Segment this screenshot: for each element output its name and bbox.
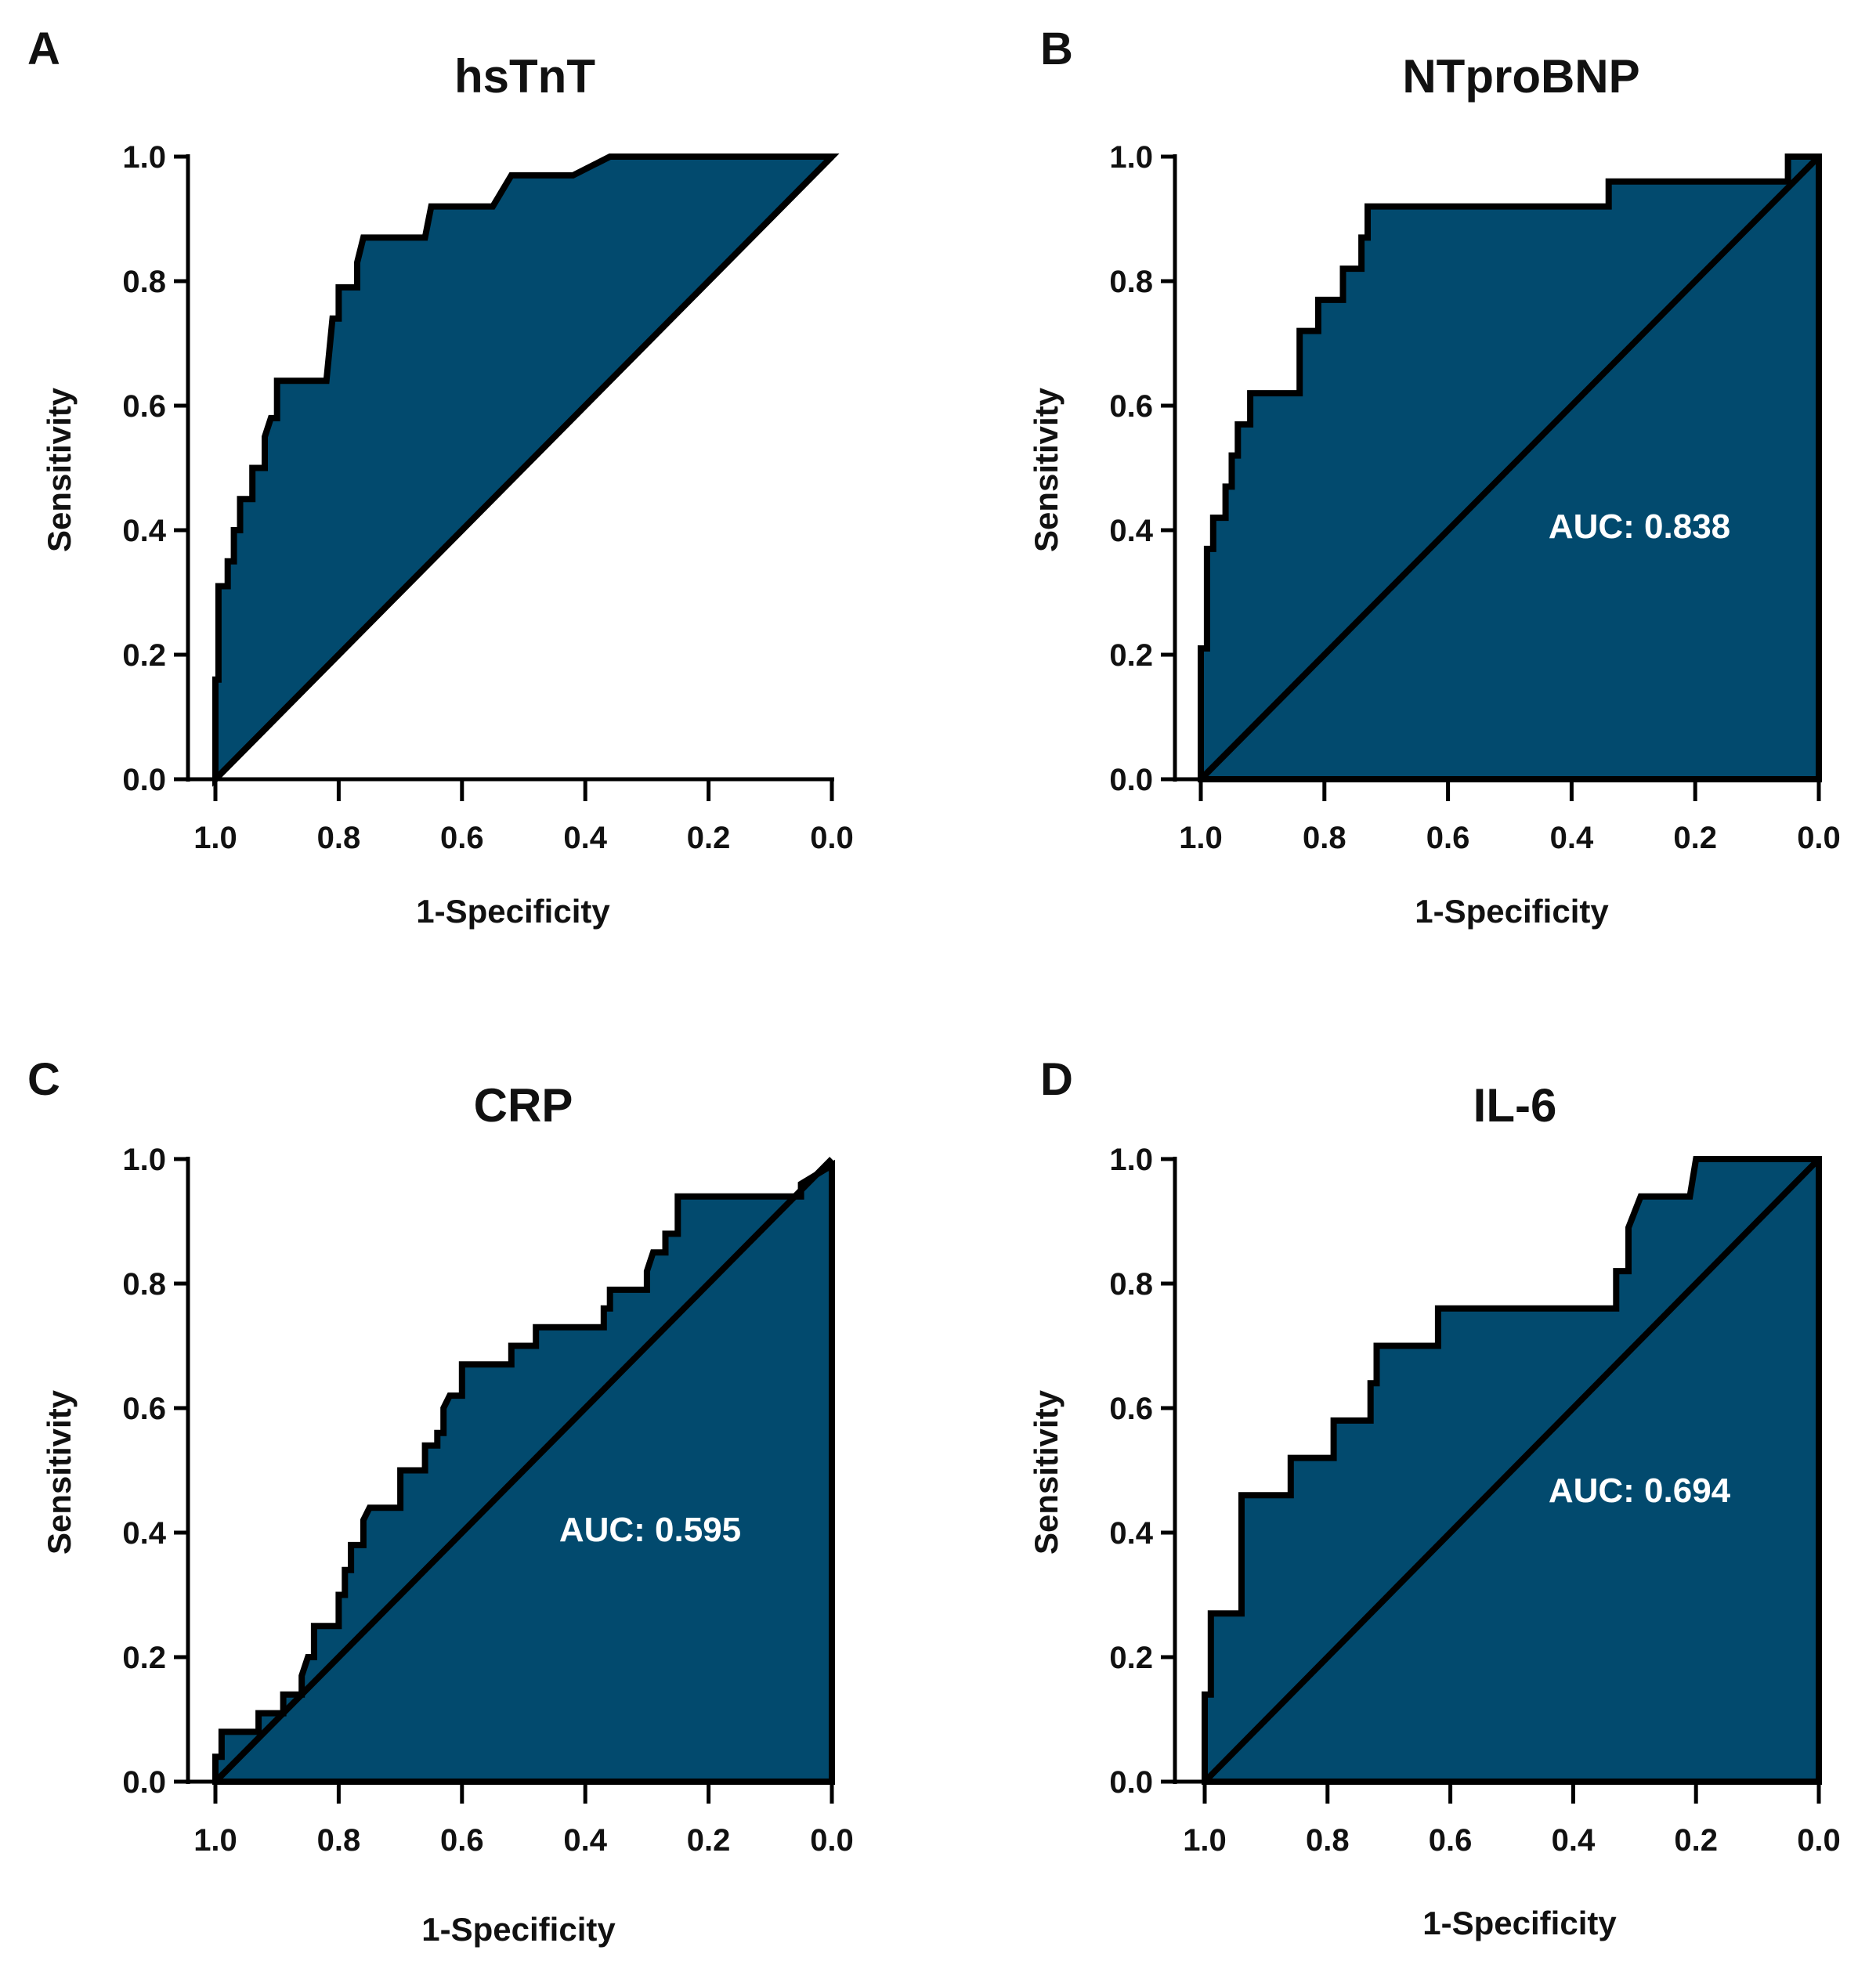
x-tick-label: 0.2 [687, 821, 731, 855]
y-axis-label: Sensitivity [1028, 1389, 1065, 1555]
x-axis-label: 1-Specificity [1415, 893, 1609, 930]
y-tick-label: 0.2 [1109, 638, 1153, 673]
y-tick-label: 0.6 [1109, 389, 1153, 424]
x-tick-label: 0.4 [1552, 1823, 1596, 1858]
x-tick-label: 0.0 [810, 1823, 854, 1858]
plot-area: 0.0 0.2 0.4 0.6 0.8 1.0 1.0 0.8 0.6 0.4 0.2 0.0 [122, 1143, 853, 1858]
y-tick-label: 0.6 [1109, 1392, 1153, 1426]
x-axis-label: 1-Specificity [1422, 1905, 1617, 1941]
y-tick-label: 0.8 [1109, 265, 1153, 299]
x-tick-label: 0.2 [687, 1823, 731, 1858]
x-axis-label: 1-Specificity [421, 1911, 616, 1948]
y-tick-label: 0.2 [122, 1641, 166, 1675]
panel-title: hsTnT [454, 50, 595, 103]
y-tick-label: 0.0 [122, 763, 166, 797]
plot-area: 0.0 0.2 0.4 0.6 0.8 1.0 1.0 0.8 0.6 0.4 0.2 0.0 [1109, 140, 1840, 855]
x-tick-label: 0.8 [317, 821, 361, 855]
x-tick-label: 0.4 [563, 821, 607, 855]
x-tick-label: 0.0 [810, 821, 854, 855]
y-tick-label: 0.4 [1109, 514, 1153, 548]
panel-letter: D [1040, 1054, 1073, 1105]
x-tick-label: 1.0 [1183, 1823, 1227, 1858]
y-tick-label: 1.0 [1109, 140, 1153, 175]
x-tick-label: 0.8 [317, 1823, 361, 1858]
reference-diagonal-line [1202, 1157, 1821, 1784]
y-tick-label: 0.8 [1109, 1267, 1153, 1302]
plot-area: 0.0 0.2 0.4 0.6 0.8 1.0 1.0 0.8 0.6 0.4 0.2 0.0 [122, 140, 853, 855]
auc-label: AUC: 0.595 [559, 1511, 741, 1549]
y-tick-label: 0.2 [122, 638, 166, 673]
y-tick-label: 0.0 [1109, 763, 1153, 797]
panel-letter: A [27, 23, 60, 74]
panel-b: 0.0 0.2 0.4 0.6 0.8 1.0 1.0 0.8 0.6 0.4 0.2 0.0 B N… [1028, 23, 1841, 930]
panel-a: 0.0 0.2 0.4 0.6 0.8 1.0 1.0 0.8 0.6 0.4 0.2 0.0 A h… [27, 23, 854, 930]
y-tick-label: 0.0 [122, 1765, 166, 1800]
x-tick-label: 0.6 [440, 821, 484, 855]
plot-area: 0.0 0.2 0.4 0.6 0.8 1.0 1.0 0.8 0.6 0.4 0.2 0.0 [1109, 1143, 1840, 1858]
x-tick-label: 0.6 [1426, 821, 1470, 855]
y-tick-label: 0.4 [1109, 1516, 1153, 1551]
panel-title: CRP [474, 1079, 573, 1132]
panel-letter: C [27, 1054, 60, 1105]
x-tick-label: 0.2 [1674, 1823, 1718, 1858]
y-tick-label: 0.4 [122, 1516, 166, 1551]
y-axis-label: Sensitivity [41, 387, 78, 552]
x-tick-label: 0.6 [1429, 1823, 1473, 1858]
panel-letter: B [1040, 23, 1073, 74]
x-tick-label: 0.6 [440, 1823, 484, 1858]
x-tick-label: 0.4 [1550, 821, 1594, 855]
y-axis-label: Sensitivity [1028, 387, 1065, 552]
x-tick-label: 0.8 [1306, 1823, 1350, 1858]
y-tick-label: 1.0 [122, 140, 166, 175]
x-tick-label: 0.0 [1797, 821, 1841, 855]
panel-c: 0.0 0.2 0.4 0.6 0.8 1.0 1.0 0.8 0.6 0.4 0.2 0.0 C C… [27, 1054, 854, 1948]
y-tick-label: 0.0 [1109, 1765, 1153, 1800]
y-tick-label: 0.2 [1109, 1641, 1153, 1675]
y-tick-label: 0.8 [122, 1267, 166, 1302]
y-axis-label: Sensitivity [41, 1389, 78, 1555]
y-tick-label: 0.8 [122, 265, 166, 299]
panel-title: IL-6 [1473, 1079, 1557, 1132]
y-tick-label: 1.0 [1109, 1143, 1153, 1177]
y-tick-label: 1.0 [122, 1143, 166, 1177]
x-tick-label: 1.0 [193, 821, 237, 855]
x-tick-label: 1.0 [193, 1823, 237, 1858]
y-tick-label: 0.6 [122, 389, 166, 424]
y-tick-label: 0.4 [122, 514, 166, 548]
x-tick-label: 0.2 [1673, 821, 1717, 855]
reference-diagonal-line [213, 154, 834, 782]
auc-label: AUC: 0.847 [566, 507, 747, 546]
reference-diagonal-line [1198, 154, 1821, 782]
auc-label: AUC: 0.838 [1549, 507, 1730, 546]
reference-diagonal-line [213, 1157, 834, 1784]
panel-title: NTproBNP [1402, 50, 1639, 103]
x-axis-label: 1-Specificity [416, 893, 610, 930]
x-tick-label: 0.8 [1303, 821, 1346, 855]
y-tick-label: 0.6 [122, 1392, 166, 1426]
x-tick-label: 0.0 [1797, 1823, 1841, 1858]
auc-label: AUC: 0.694 [1549, 1472, 1731, 1510]
x-tick-label: 0.4 [563, 1823, 607, 1858]
panel-d: 0.0 0.2 0.4 0.6 0.8 1.0 1.0 0.8 0.6 0.4 0.2 0.0 D I… [1028, 1054, 1841, 1941]
x-tick-label: 1.0 [1179, 821, 1223, 855]
